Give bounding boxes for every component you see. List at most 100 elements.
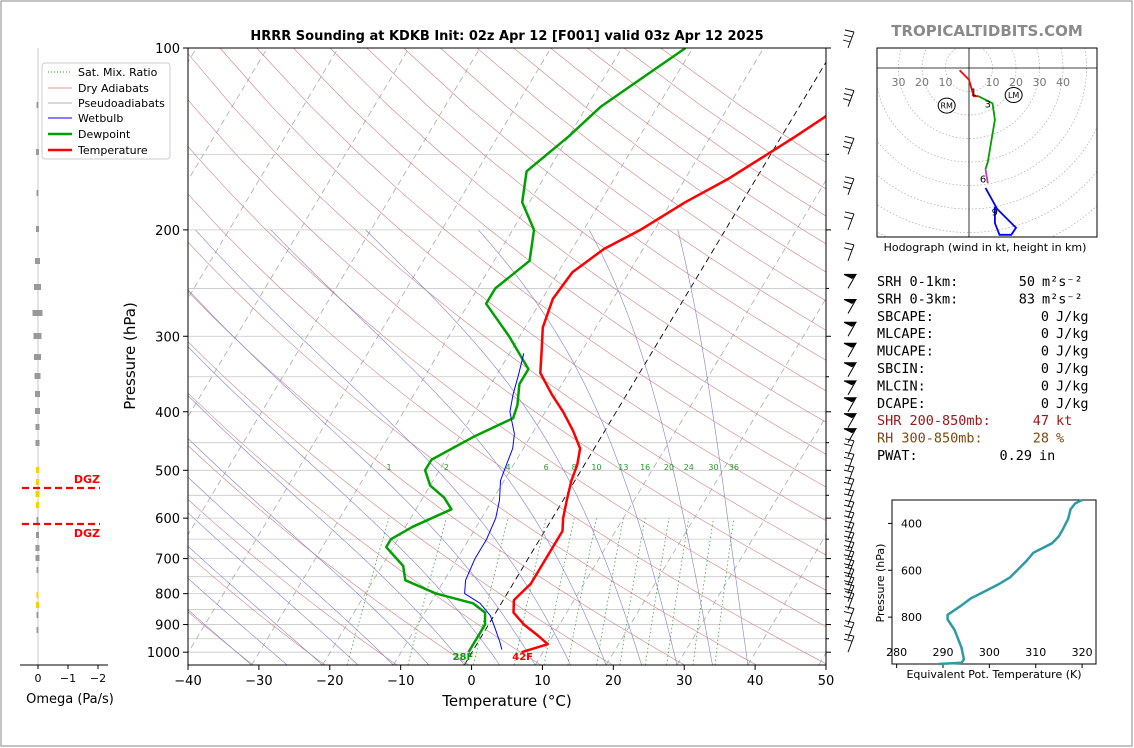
theta-e-x-tick-label: 280	[886, 646, 907, 659]
stat-value: 0	[1041, 378, 1049, 394]
dry-adiabat	[188, 241, 757, 665]
omega-bar	[36, 226, 39, 232]
omega-bar	[36, 467, 39, 473]
pseudoadiabat	[188, 476, 394, 665]
wind-barb-flag	[843, 321, 858, 337]
wind-barb	[843, 606, 855, 625]
pseudoadiabat	[478, 229, 678, 665]
stat-value: 0	[1041, 344, 1049, 360]
x-tick-label: 40	[747, 674, 764, 689]
mixing-ratio-label: 24	[684, 463, 694, 472]
pseudoadiabat	[270, 229, 607, 665]
omega-bar	[35, 258, 40, 264]
y-tick-label: 500	[155, 464, 180, 479]
omega-bar	[35, 555, 40, 561]
wind-barb	[843, 549, 855, 568]
stat-unit: J/kg	[1056, 309, 1089, 325]
mixing-ratio-line	[645, 518, 670, 665]
x-tick-label: 30	[676, 674, 693, 689]
dry-adiabat	[403, 48, 826, 361]
omega-bar	[35, 391, 40, 397]
dry-adiabat	[188, 611, 254, 665]
stat-unit: %	[1056, 431, 1064, 447]
omega-x-tick-label: −2	[90, 672, 106, 685]
hodograph-trace	[984, 187, 1018, 236]
legend: Sat. Mix. Ratio Dry Adiabats Pseudoadiab…	[41, 62, 171, 160]
wind-barb-flag	[843, 397, 858, 413]
hodograph-marker-circle	[1004, 87, 1023, 104]
hodograph-ring-label: 10	[939, 76, 953, 89]
mixing-ratio-line	[473, 518, 509, 665]
omega-bar	[36, 532, 39, 538]
legend-label-temperature: Temperature	[77, 144, 148, 157]
omega-panel: 0 −1 −2 DGZ DGZ	[20, 48, 108, 685]
pseudoadiabat	[188, 289, 536, 665]
mixing-ratio-label: 2	[444, 463, 449, 472]
y-tick-label: 600	[155, 512, 180, 527]
mixing-ratio-line	[513, 518, 547, 665]
legend-label-wetbulb: Wetbulb	[78, 112, 123, 125]
stat-label: PWAT:	[877, 448, 918, 464]
dry-adiabat	[329, 48, 826, 423]
y-tick-label: 100	[155, 42, 180, 57]
mixing-ratio-line	[714, 518, 735, 665]
omega-bar	[36, 190, 39, 196]
y-tick-label: 300	[155, 330, 180, 345]
hodograph-ring-label: 30	[892, 76, 906, 89]
dry-adiabat	[188, 554, 326, 665]
dry-adiabat	[256, 48, 826, 488]
stats-table: SRH 0-1km: 50 m²s⁻² SRH 0-3km: 83 m²s⁻² SBCAPE…	[877, 274, 1089, 464]
series-dewpoint	[384, 48, 687, 653]
omega-bar	[35, 545, 40, 551]
stat-unit: in	[1039, 448, 1055, 464]
hodograph-marker-circle	[937, 97, 956, 114]
stat-unit: m²s⁻²	[1042, 274, 1083, 290]
dry-adiabat	[440, 48, 826, 331]
skewt-x-label: Temperature (°C)	[441, 692, 571, 710]
pseudoadiabat	[677, 229, 749, 665]
wind-barb	[842, 88, 855, 107]
mixing-ratio-label: 4	[505, 463, 510, 472]
dry-adiabat	[188, 99, 826, 591]
dry-adiabat	[188, 445, 470, 665]
omega-bar	[36, 502, 39, 508]
stat-unit: J/kg	[1056, 326, 1089, 342]
pseudoadiabat	[588, 229, 713, 665]
theta-e-x-label: Equivalent Pot. Temperature (K)	[906, 668, 1081, 681]
hodograph-trace	[984, 168, 989, 184]
theta-e-line	[938, 498, 1083, 666]
stat-value: 47	[1033, 413, 1049, 429]
wind-barb	[843, 530, 855, 550]
mixing-ratio-label: 8	[572, 463, 577, 472]
omega-bar	[36, 149, 39, 155]
wind-barb-flag	[843, 362, 858, 377]
omega-bar	[34, 354, 41, 360]
surface-dewpoint-label: 28F	[453, 652, 474, 663]
pseudoadiabat	[195, 229, 571, 665]
omega-bar	[36, 567, 39, 573]
wind-barb	[842, 176, 855, 196]
omega-x-label: Omega (Pa/s)	[26, 692, 114, 707]
hodograph: 30 20 10 10 20 30 40 13 6 9 RM LM	[877, 48, 1097, 237]
wind-barb-flag	[843, 428, 858, 443]
pseudoadiabat	[365, 229, 642, 665]
dgz-label: DGZ	[74, 473, 100, 486]
omega-bar	[35, 408, 40, 414]
mixing-ratio-label: 20	[664, 463, 674, 472]
stat-value: 0	[1041, 326, 1049, 342]
mixing-ratio-label: 30	[708, 463, 718, 472]
stat-unit: J/kg	[1056, 378, 1089, 394]
pseudoadiabat	[188, 512, 359, 665]
wind-barb-flag	[843, 413, 858, 428]
hodograph-trace	[958, 69, 979, 98]
dry-adiabat	[366, 48, 826, 392]
mixing-ratio-line	[543, 518, 575, 665]
mixing-ratio-line	[596, 518, 624, 665]
skewt-plot-frame	[187, 47, 827, 666]
series-temperature	[512, 114, 826, 654]
hodograph-height-label: 3	[985, 99, 991, 110]
surface-temperature-label: 42F	[512, 652, 533, 663]
theta-e-panel: 280 290 300 310 320 400 600 800	[886, 498, 1097, 668]
y-tick-label: 400	[155, 406, 180, 421]
